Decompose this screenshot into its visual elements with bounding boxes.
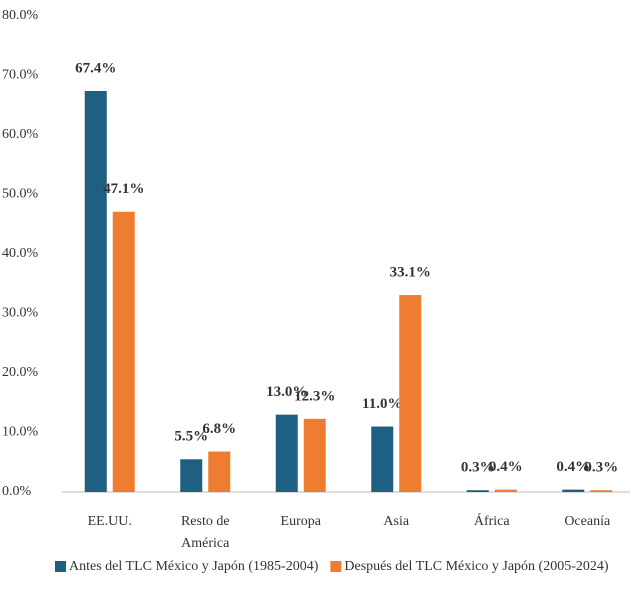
y-tick-label: 80.0%	[2, 8, 39, 23]
value-label: 67.4%	[75, 60, 116, 76]
x-tick-label: Europa	[281, 514, 322, 529]
value-label: 0.4%	[489, 459, 523, 475]
y-tick-label: 30.0%	[2, 306, 39, 321]
bar	[371, 426, 394, 492]
legend-swatch	[55, 561, 66, 572]
value-label: 0.4%	[556, 459, 590, 475]
value-label: 33.1%	[390, 264, 431, 280]
x-tick-label: EE.UU.	[88, 514, 132, 529]
bar	[562, 489, 585, 492]
bar	[466, 490, 489, 492]
value-label: 11.0%	[362, 396, 402, 412]
value-label: 13.0%	[266, 384, 307, 400]
bar	[590, 490, 613, 492]
value-label: 0.3%	[461, 460, 495, 476]
y-tick-label: 0.0%	[2, 484, 32, 499]
y-tick-label: 60.0%	[2, 127, 39, 142]
y-tick-label: 20.0%	[2, 365, 39, 380]
value-label: 12.3%	[294, 388, 335, 404]
value-label: 5.5%	[174, 429, 208, 445]
x-tick-label: Asia	[383, 514, 409, 529]
bar	[399, 295, 422, 492]
y-tick-label: 50.0%	[2, 187, 39, 202]
y-tick-label: 10.0%	[2, 425, 39, 440]
bar	[208, 451, 231, 492]
legend-label: Después del TLC México y Japón (2005-202…	[344, 559, 608, 574]
value-label: 6.8%	[202, 421, 236, 437]
bar	[303, 418, 326, 492]
x-tick-label: África	[474, 512, 511, 529]
y-tick-label: 70.0%	[2, 68, 39, 83]
legend-swatch	[330, 561, 342, 572]
bar	[180, 459, 203, 492]
x-tick-label: Oceanía	[564, 514, 611, 529]
value-label: 47.1%	[103, 181, 144, 197]
bar	[112, 211, 135, 492]
bar	[275, 414, 298, 492]
legend-label: Antes del TLC México y Japón (1985-2004)	[69, 559, 319, 574]
bar	[84, 90, 107, 492]
x-tick-label: Resto de América	[181, 514, 230, 551]
y-tick-label: 40.0%	[2, 246, 39, 261]
value-label: 0.3%	[584, 460, 618, 476]
bar	[494, 489, 517, 492]
